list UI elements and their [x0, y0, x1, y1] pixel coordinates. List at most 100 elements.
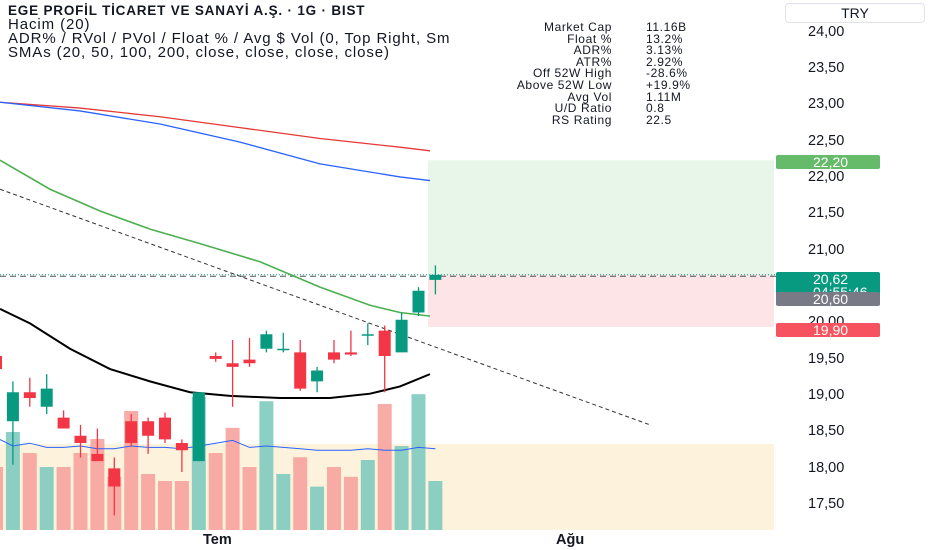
- loss-zone: [428, 274, 774, 327]
- candle-body: [91, 453, 104, 462]
- volume-bar: [5, 432, 20, 530]
- volume-bar: [327, 467, 341, 530]
- stat-label: ATR%: [575, 54, 612, 69]
- candle-body: [378, 330, 391, 356]
- candle-body: [0, 356, 2, 370]
- currency-selector[interactable]: TRY: [785, 3, 925, 23]
- price-tick: 18,50: [808, 423, 845, 439]
- stat-label: Off 52W High: [532, 66, 612, 81]
- stat-value: 13.2%: [646, 31, 684, 46]
- stat-value: 0.8: [646, 101, 665, 116]
- sma-50-line: [0, 159, 431, 317]
- volume-bar: [90, 439, 105, 530]
- volume-bar: [411, 394, 426, 530]
- price-tick: 22,50: [808, 133, 845, 149]
- symbol-title[interactable]: EGE PROFİL TİCARET VE SANAYİ A.Ş. · 1G ·…: [8, 3, 366, 18]
- candle-body: [294, 352, 307, 389]
- stop-price-badge: 19,90: [776, 323, 880, 337]
- stat-label: Above 52W Low: [516, 77, 612, 92]
- volume-bar: [73, 453, 88, 530]
- stat-value: 3.13%: [646, 43, 684, 58]
- stat-row: RS Rating 22.5: [478, 112, 763, 127]
- sma-indicator-label[interactable]: SMAs (20, 50, 100, 200, close, close, cl…: [8, 44, 390, 61]
- volume-indicator-label[interactable]: Hacim (20): [8, 16, 91, 33]
- stat-row: Float % 13.2%: [478, 31, 763, 46]
- stats-table: Market Cap 11.16B Float % 13.2% ADR% 3.13% …: [478, 20, 763, 127]
- volume-bar: [242, 467, 257, 530]
- candle-body: [74, 435, 87, 443]
- volume-bar: [293, 457, 308, 530]
- entry-price-badge: 20,60: [776, 292, 880, 306]
- price-tick: 23,00: [808, 96, 845, 112]
- volume-bar: [428, 481, 443, 530]
- stat-value: 22.5: [646, 112, 672, 127]
- sma-20-line: [0, 307, 431, 400]
- volume-bar: [310, 486, 325, 530]
- candle-body: [226, 363, 239, 367]
- candle-body: [108, 468, 121, 487]
- volume-bar: [377, 404, 392, 530]
- price-tick: 21,50: [808, 205, 845, 221]
- candle-body: [277, 348, 290, 351]
- profit-zone: [428, 160, 774, 275]
- price-tick: 19,00: [808, 387, 845, 403]
- time-tick-aug: Ağu: [556, 532, 585, 548]
- volume-bar: [276, 474, 291, 530]
- candle-body: [243, 359, 256, 364]
- time-tick-jul: Tem: [203, 532, 232, 548]
- volume-bar: [225, 427, 240, 530]
- candle-body: [6, 392, 19, 422]
- candle-body: [40, 388, 53, 407]
- trend-line: [0, 188, 651, 426]
- candle-body: [328, 352, 340, 360]
- stat-label: Float %: [567, 31, 612, 46]
- candle-body: [260, 334, 273, 349]
- stat-label: Avg Vol: [567, 89, 612, 104]
- stat-value: 2.92%: [646, 54, 684, 69]
- volume-bar: [259, 401, 274, 530]
- candle-body: [125, 421, 138, 443]
- candle-body: [344, 352, 357, 355]
- stat-row: Off 52W High -28.6%: [478, 68, 763, 80]
- stat-row: Above 52W Low +19.9%: [478, 77, 763, 92]
- candle-body: [57, 417, 70, 429]
- stat-value: +19.9%: [646, 77, 691, 92]
- stat-value: 11.16B: [646, 20, 687, 34]
- price-tick: 23,50: [808, 60, 845, 76]
- stat-row: U/D Ratio 0.8: [478, 101, 763, 116]
- candle-body: [159, 417, 171, 440]
- volume-bar: [56, 467, 71, 530]
- price-tick: 24,00: [808, 24, 845, 40]
- price-tick: 22,00: [808, 169, 845, 185]
- stat-row: ATR% 2.92%: [478, 54, 763, 69]
- stat-label: RS Rating: [551, 112, 612, 127]
- stat-value: 1.11M: [646, 89, 682, 104]
- stat-row: ADR% 3.13%: [478, 43, 763, 58]
- volume-average-line: [0, 433, 436, 451]
- price-tick: 19,50: [808, 351, 845, 367]
- stat-label: Market Cap: [543, 20, 612, 34]
- volume-bar: [174, 481, 189, 530]
- candle-body: [412, 290, 425, 313]
- stat-row: Avg Vol 1.11M: [478, 89, 763, 104]
- stat-label: U/D Ratio: [554, 101, 612, 116]
- candle-body: [311, 370, 324, 382]
- volume-bar: [360, 460, 375, 530]
- volume-bar: [22, 453, 37, 530]
- stat-row: Market Cap 11.16B: [478, 20, 763, 34]
- stat-label: ADR%: [573, 43, 612, 58]
- candle-body: [23, 392, 36, 399]
- price-tick: 21,00: [808, 242, 845, 258]
- volume-bar: [208, 453, 223, 530]
- price-tick: 18,00: [808, 460, 845, 476]
- last-price: 20,62: [813, 271, 849, 287]
- volume-bar: [394, 446, 409, 530]
- candle-body: [209, 356, 222, 359]
- candle-body: [192, 392, 205, 462]
- candle-body: [175, 443, 188, 451]
- price-tick: 17,50: [808, 496, 845, 512]
- volume-bar: [158, 481, 172, 530]
- stats-indicator-label[interactable]: ADR% / RVol / PVol / Float % / Avg $ Vol…: [8, 30, 451, 47]
- candle-body: [395, 319, 408, 353]
